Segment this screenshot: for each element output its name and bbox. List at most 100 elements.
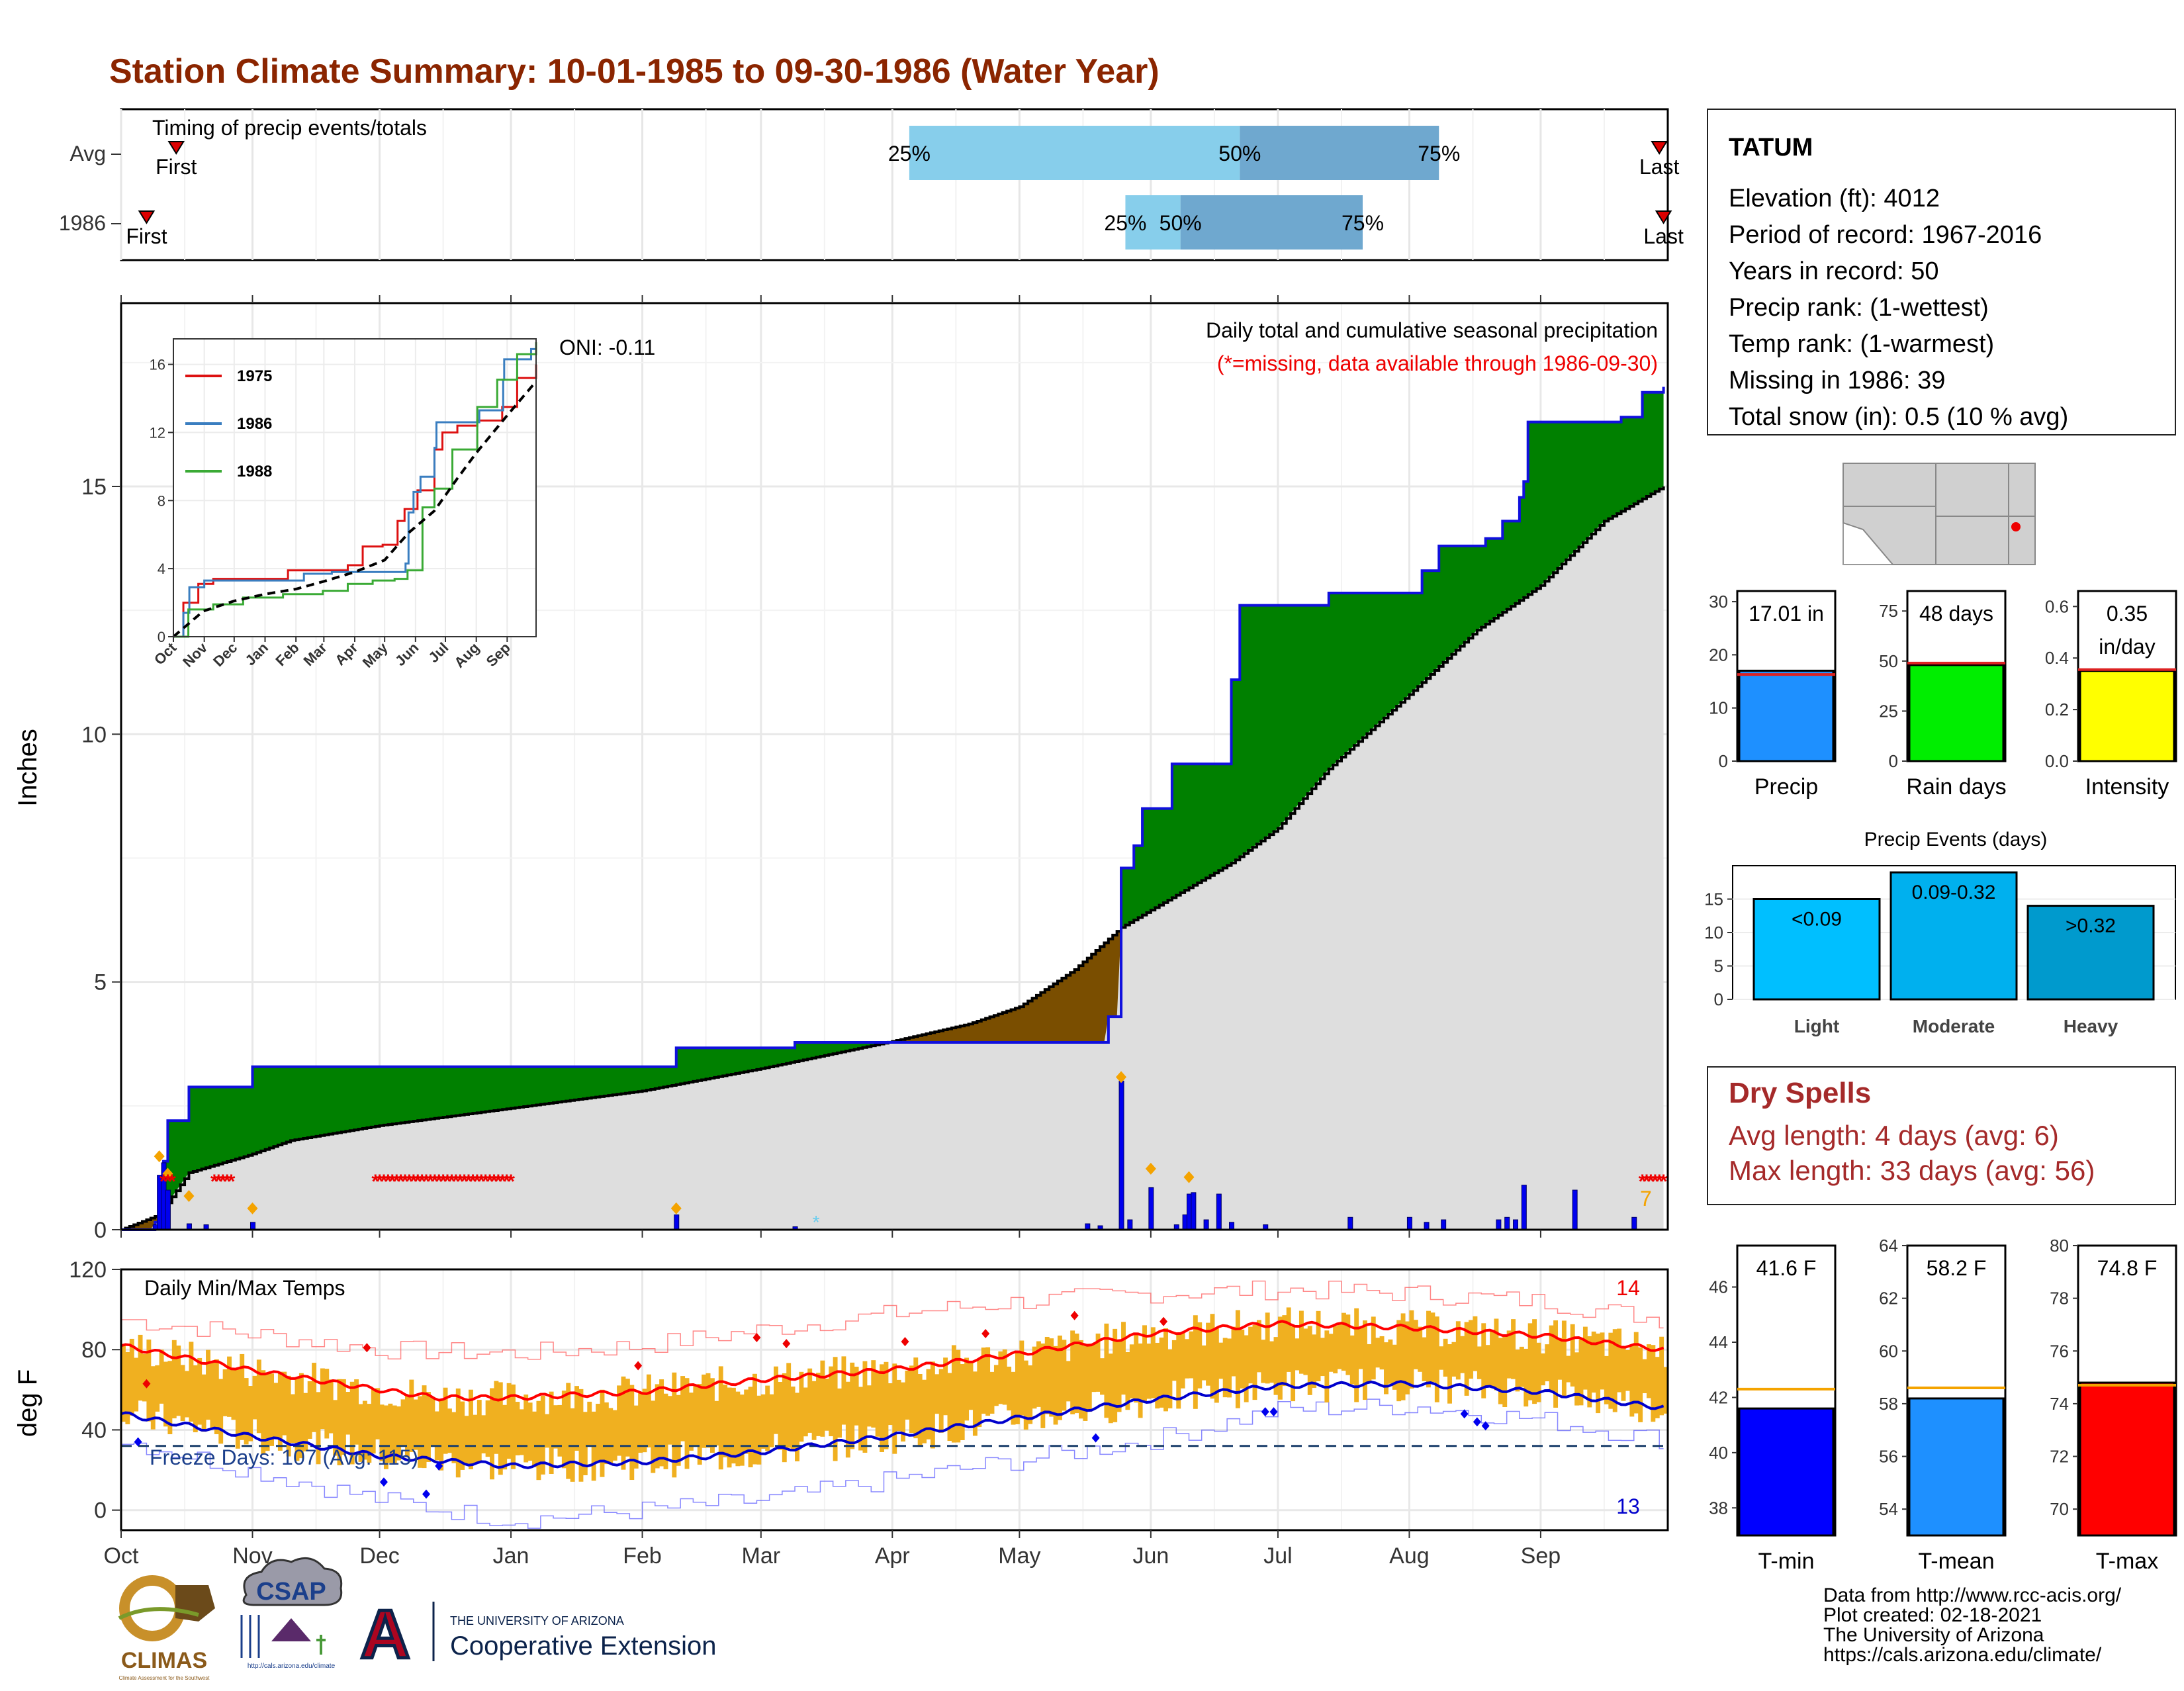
daily-temp-range-bar xyxy=(1578,1339,1584,1406)
daily-temp-range-bar xyxy=(714,1400,719,1446)
timing-label-p25: 25% xyxy=(1104,211,1146,235)
daily-temp-range-bar xyxy=(367,1404,372,1463)
tmean-y-tick-label: 54 xyxy=(1879,1499,1898,1519)
precip-event-marker xyxy=(247,1202,258,1214)
climas-logo-text: CLIMAS xyxy=(121,1648,207,1673)
timing-label-p75: 75% xyxy=(1418,142,1460,165)
daily-temp-range-bar xyxy=(765,1385,770,1451)
daily-temp-range-bar xyxy=(1663,1367,1668,1414)
daily-temp-range-bar xyxy=(1587,1336,1592,1408)
tmean-y-tick-label: 80 xyxy=(2050,1236,2069,1256)
daily-temp-range-bar xyxy=(210,1361,215,1429)
daily-temp-range-bar xyxy=(566,1383,571,1479)
daily-temp-range-bar xyxy=(811,1381,817,1440)
temps-frame xyxy=(120,1268,1669,1531)
daily-temp-range-bar xyxy=(1638,1347,1643,1422)
daily-temp-range-bar xyxy=(265,1373,270,1451)
total-y-tick-label: 25 xyxy=(1879,701,1898,721)
daily-temp-range-bar xyxy=(1053,1346,1058,1425)
daily-temp-range-bar xyxy=(574,1386,579,1451)
missing-data-marker: * xyxy=(385,1171,392,1193)
daily-temp-range-bar xyxy=(1561,1320,1567,1396)
station-name: TATUM xyxy=(1729,134,1813,161)
month-tick-label: Dec xyxy=(359,1543,399,1569)
inset-y-tick-label: 16 xyxy=(150,357,165,373)
daily-temp-range-bar xyxy=(697,1384,702,1465)
daily-temp-range-bar xyxy=(659,1379,664,1467)
daily-temp-range-bar xyxy=(896,1379,901,1432)
tmean-y-tick-label: 72 xyxy=(2050,1447,2069,1467)
missing-data-marker: * xyxy=(813,1212,820,1232)
daily-precip-bar xyxy=(1118,1080,1124,1230)
timing-label-p25: 25% xyxy=(888,142,931,165)
missing-data-marker: * xyxy=(477,1171,485,1193)
daily-temp-range-bar xyxy=(201,1374,206,1432)
missing-data-marker: * xyxy=(443,1171,451,1193)
inset-y-tick-label: 4 xyxy=(158,561,165,577)
daily-temp-range-bar xyxy=(913,1357,919,1439)
station-info: TATUM Elevation (ft): 4012 Period of reco… xyxy=(1707,109,2176,435)
daily-temp-range-bar xyxy=(439,1400,444,1471)
timing-first-marker xyxy=(167,141,185,155)
daily-temp-range-bar xyxy=(1095,1333,1101,1392)
daily-temp-range-bar xyxy=(1498,1338,1503,1404)
daily-temp-range-bar xyxy=(252,1375,257,1420)
daily-temp-range-bar xyxy=(185,1371,189,1418)
daily-temp-range-bar xyxy=(396,1406,402,1461)
tmean-value-label: 41.6 F xyxy=(1756,1256,1817,1280)
daily-temp-range-bar xyxy=(362,1400,367,1460)
daily-temp-range-bar xyxy=(993,1365,999,1406)
daily-temp-range-bar xyxy=(1252,1324,1257,1400)
total-y-tick-label: 10 xyxy=(1709,698,1728,718)
precip-event-marker xyxy=(1116,1071,1127,1083)
daily-temp-range-bar xyxy=(1455,1321,1461,1380)
daily-temp-range-bar xyxy=(1214,1328,1219,1403)
station-info-line: Period of record: 1967-2016 xyxy=(1729,221,2042,249)
daily-temp-range-bar xyxy=(951,1345,956,1443)
tmax-record-marker xyxy=(901,1337,909,1347)
daily-temp-range-bar xyxy=(629,1385,635,1481)
events-category-label: Light xyxy=(1794,1016,1839,1036)
daily-temp-range-bar xyxy=(307,1381,312,1439)
daily-temp-range-bar xyxy=(1354,1308,1359,1402)
daily-temp-range-bar xyxy=(702,1374,707,1448)
daily-temp-range-bar xyxy=(1570,1324,1575,1387)
total-bar-rain-days xyxy=(1908,664,2005,762)
daily-temp-range-bar xyxy=(1324,1330,1330,1402)
daily-temp-range-bar xyxy=(1023,1360,1028,1430)
missing-data-marker: * xyxy=(371,1171,379,1193)
daily-temp-range-bar xyxy=(320,1368,325,1430)
tmean-y-tick-label: 78 xyxy=(2050,1289,2069,1308)
daily-temp-range-bar xyxy=(214,1359,219,1434)
daily-temp-range-bar xyxy=(312,1363,317,1432)
missing-data-marker: * xyxy=(401,1171,409,1193)
daily-temp-range-bar xyxy=(833,1357,838,1461)
daily-temp-range-bar xyxy=(727,1387,732,1468)
daily-temp-range-bar xyxy=(404,1394,410,1457)
daily-temp-range-bar xyxy=(460,1401,465,1470)
daily-temp-range-bar xyxy=(506,1383,512,1459)
daily-temp-range-bar xyxy=(1460,1336,1465,1373)
inset-legend-label: 1986 xyxy=(237,415,272,433)
tmin-record-marker xyxy=(134,1437,142,1447)
tmin-average-line xyxy=(120,1380,1664,1469)
inset-y-tick-label: 12 xyxy=(150,424,165,441)
daily-temp-range-bar xyxy=(795,1393,799,1462)
figure-title: Station Climate Summary: 10-01-1985 to 0… xyxy=(109,52,1160,91)
inset-series-average xyxy=(172,380,537,638)
daily-temp-range-bar xyxy=(134,1357,139,1412)
total-y-tick-label: 0.4 xyxy=(2045,648,2069,668)
daily-temp-range-bar xyxy=(1392,1344,1397,1390)
missing-data-marker: * xyxy=(414,1171,422,1193)
daily-temp-range-bar xyxy=(354,1379,359,1445)
daily-temp-range-bar xyxy=(502,1404,508,1470)
daily-temp-range-bar xyxy=(850,1362,855,1449)
daily-temp-range-bar xyxy=(739,1394,745,1466)
month-tick-label: Jun xyxy=(1132,1543,1169,1569)
daily-temp-range-bar xyxy=(1384,1342,1388,1394)
daily-temp-range-bar xyxy=(1206,1322,1211,1386)
month-tick-label: Apr xyxy=(875,1543,910,1569)
daily-temp-range-bar xyxy=(1582,1326,1588,1390)
daily-temp-range-bar xyxy=(1426,1310,1431,1388)
